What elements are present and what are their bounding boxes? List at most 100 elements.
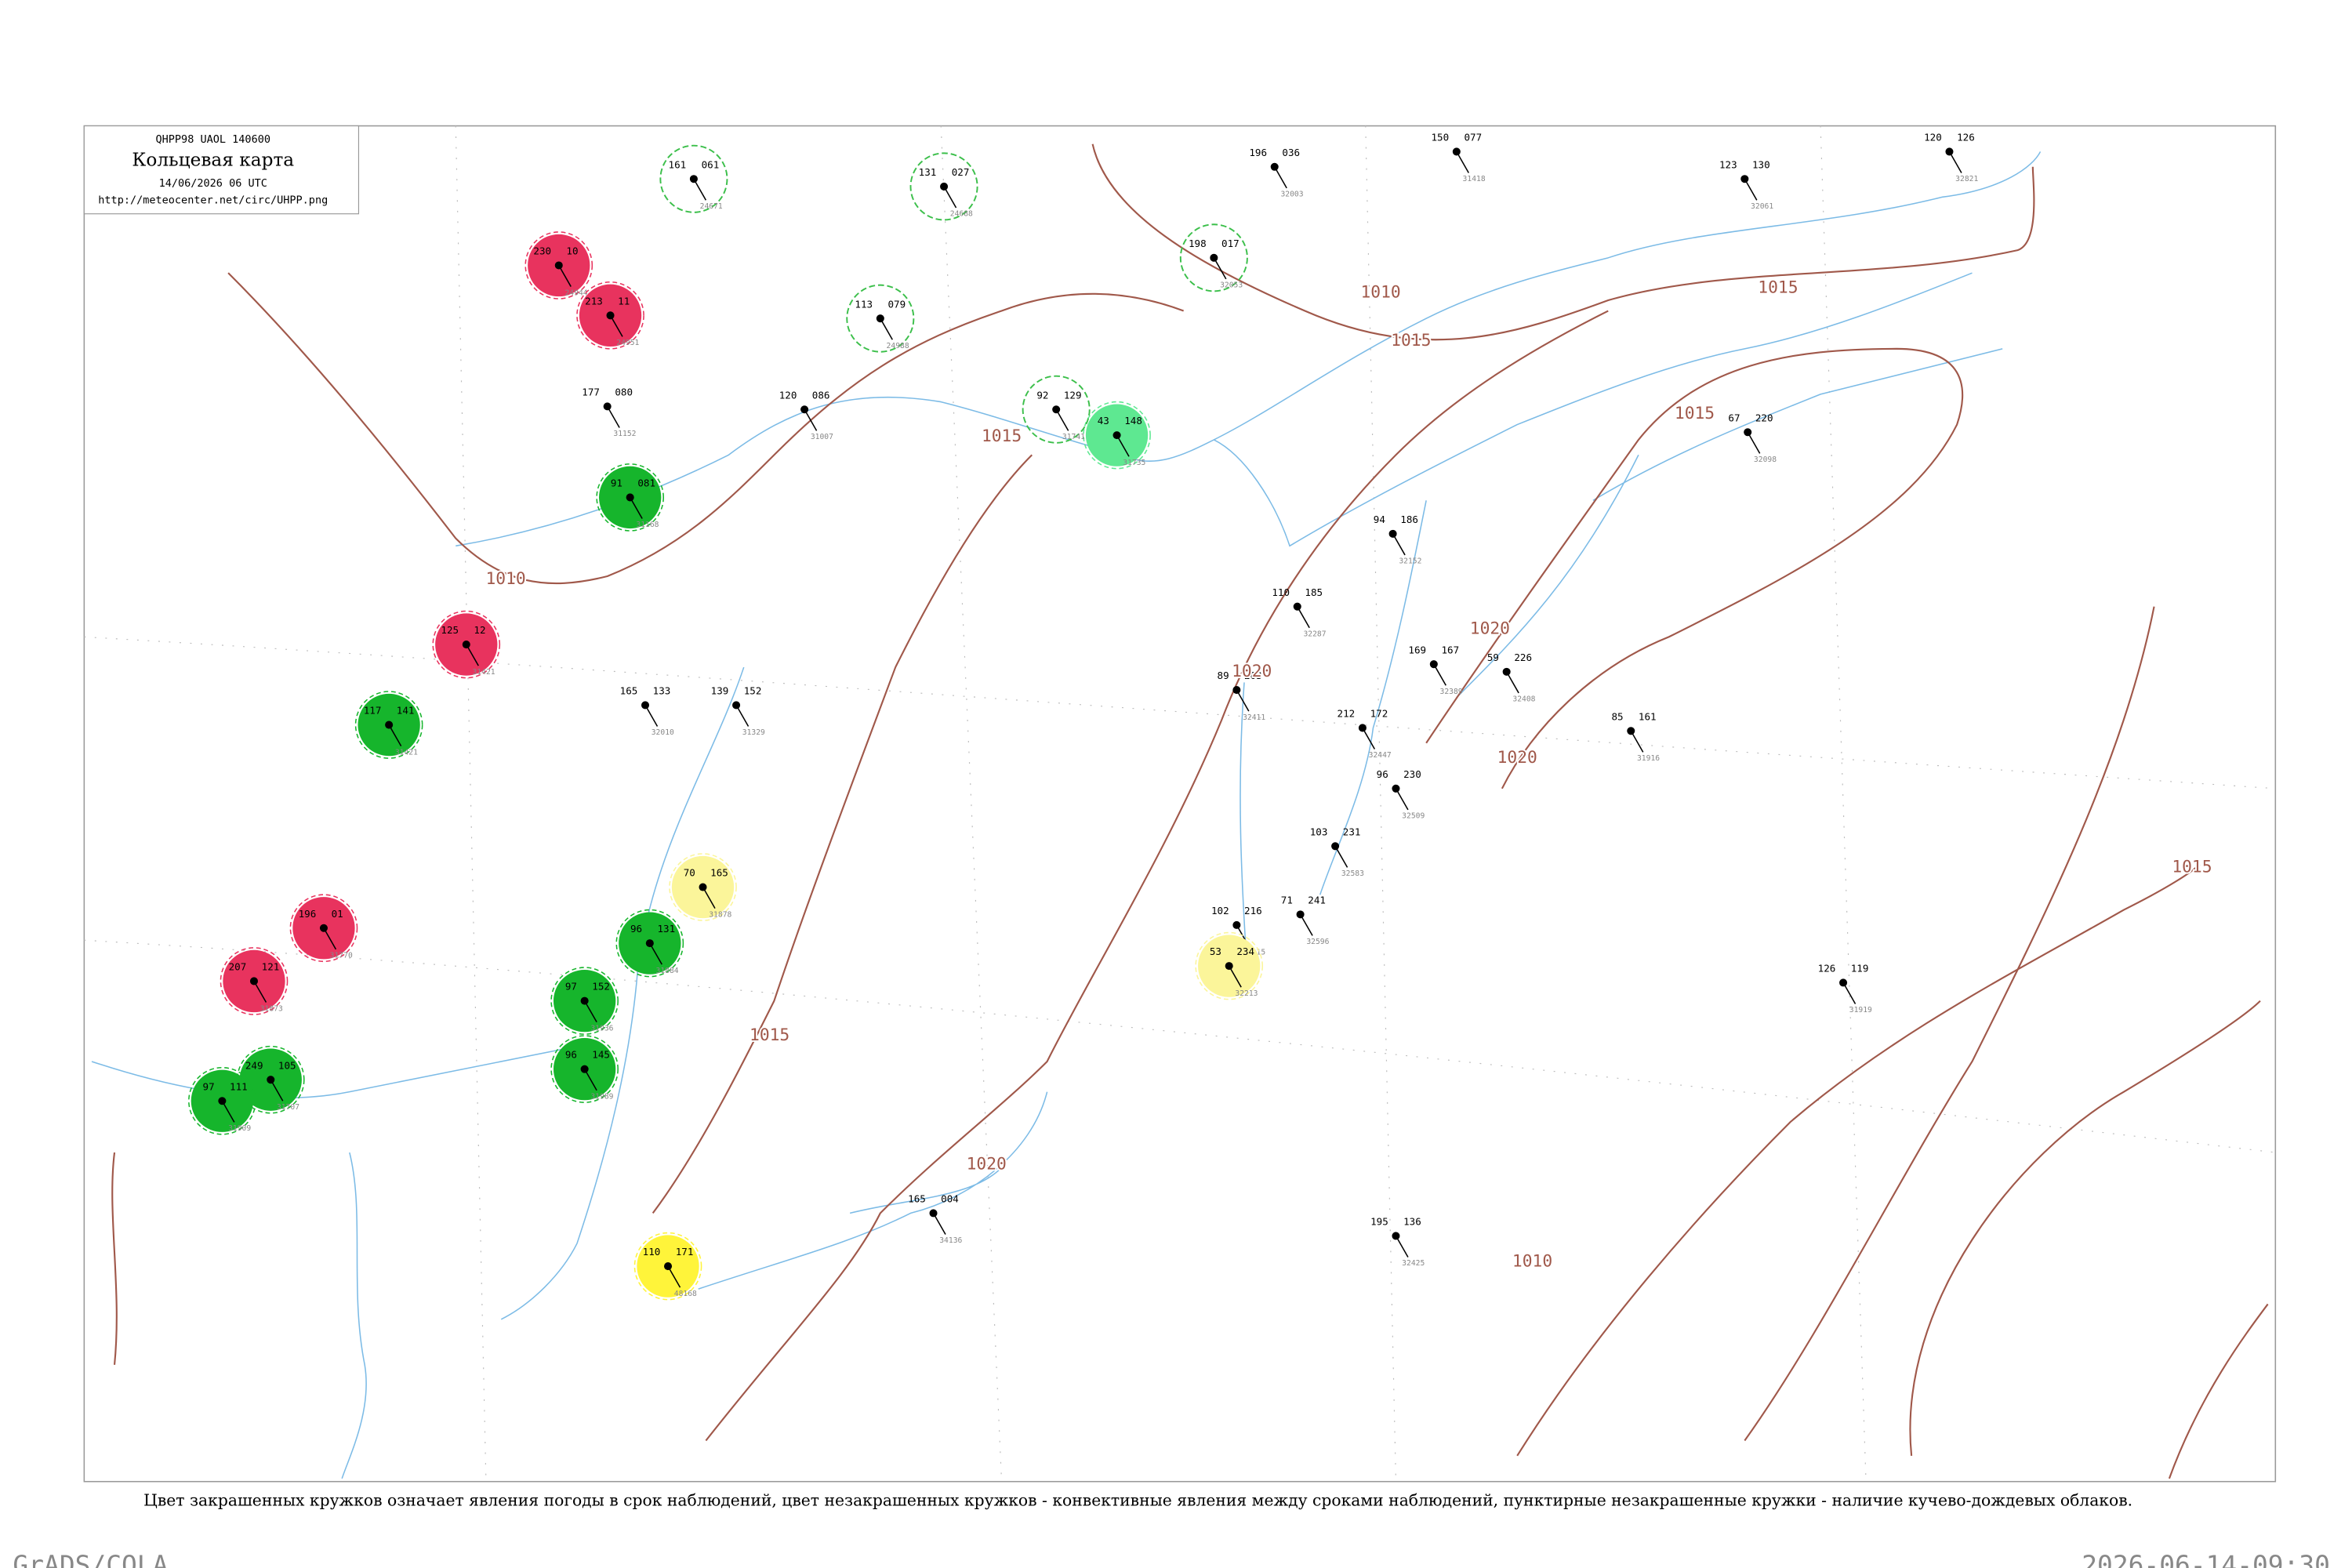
station-pressure: 185 — [1305, 586, 1323, 598]
station-temp: 92 — [1036, 389, 1048, 401]
station: 97 111 31909 — [188, 1066, 256, 1135]
station: 120 126 32821 — [1924, 132, 1978, 184]
weather-circle-ring — [550, 967, 619, 1035]
weather-circle-ring — [576, 281, 644, 350]
station: 96 145 31989 — [550, 1035, 619, 1103]
station-temp: 165 — [908, 1192, 926, 1204]
isobar-labels: 1010101010101015101510151015101510201020… — [485, 277, 2214, 1273]
station-temp: 126 — [1818, 962, 1836, 974]
station: 125 12 31421 — [432, 610, 501, 679]
station: 198 017 32053 — [1179, 223, 1248, 292]
wind-barb — [221, 1100, 235, 1123]
weather-circle-ring — [615, 909, 684, 978]
station-pressure: 234 — [1236, 946, 1254, 957]
stations: 113 079 24988 120 086 31007 177 080 31152 150 077 3… — [188, 132, 1978, 1301]
station-temp: 43 — [1098, 415, 1109, 426]
station-pressure: 061 — [702, 158, 720, 170]
wind-barb — [1433, 663, 1446, 686]
wind-barb — [1744, 178, 1758, 201]
weather-circle-ring — [1195, 931, 1264, 1000]
station-temp: 150 — [1431, 132, 1449, 143]
station-pressure: 133 — [653, 685, 671, 697]
isobar-label: 1020 — [967, 1154, 1007, 1174]
station-pressure: 152 — [592, 981, 610, 993]
station-temp: 196 — [299, 908, 317, 920]
station-id: 24988 — [887, 342, 909, 350]
station-id: 31878 — [709, 910, 731, 919]
station-pressure: 136 — [1403, 1215, 1421, 1227]
isobar-label: 1015 — [2172, 857, 2212, 877]
station-temp: 230 — [533, 245, 551, 257]
station-temp: 161 — [669, 158, 687, 170]
wind-barb — [880, 318, 893, 340]
station-dot — [218, 1097, 227, 1105]
station-temp: 207 — [229, 961, 247, 973]
station-pressure: 230 — [1403, 768, 1421, 780]
wind-barb — [1213, 257, 1227, 280]
station: 207 121 31873 — [220, 947, 289, 1015]
wind-barb — [1055, 408, 1069, 431]
station-pressure: 079 — [887, 298, 906, 310]
station-id: 32152 — [1399, 557, 1421, 566]
station: 71 241 32596 — [1281, 894, 1330, 946]
wind-barb — [667, 1265, 681, 1288]
station-id: 32411 — [1243, 713, 1265, 722]
isobar-label: 1015 — [750, 1025, 789, 1045]
header-url: http://meteocenter.net/circ/UHPP.png — [98, 194, 328, 206]
station-pressure: 129 — [1064, 389, 1082, 401]
wind-barb — [606, 405, 620, 428]
station-id: 31919 — [1849, 1006, 1872, 1014]
timestamp: 2026-06-14-09:30 — [2082, 1550, 2330, 1568]
station-id: 34136 — [939, 1236, 962, 1245]
wind-barb — [649, 942, 662, 965]
station-pressure: 172 — [1370, 708, 1388, 720]
station-id: 32583 — [1341, 869, 1364, 878]
station-temp: 113 — [855, 298, 873, 310]
station-pressure: 081 — [637, 477, 655, 489]
wind-barb — [943, 186, 957, 209]
station-temp: 198 — [1189, 238, 1207, 249]
station: 249 105 31707 — [236, 1045, 305, 1114]
station: 59 226 32408 — [1487, 652, 1536, 704]
station: 165 004 34136 — [908, 1192, 962, 1245]
station-temp: 97 — [203, 1080, 215, 1092]
station-temp: 94 — [1374, 514, 1385, 525]
wind-barb — [804, 408, 818, 431]
weather-circle-ring — [354, 691, 423, 759]
station: 67 220 32098 — [1728, 412, 1777, 464]
station-temp: 71 — [1281, 894, 1293, 906]
station: 126 119 31919 — [1818, 962, 1872, 1014]
station-temp: 120 — [1924, 132, 1942, 143]
station-temp: 139 — [711, 685, 729, 697]
weather-circle-ring — [596, 463, 665, 532]
station-dot — [606, 311, 615, 320]
isobar-label: 1020 — [1470, 619, 1510, 639]
weather-circle-ring — [633, 1232, 702, 1301]
wind-barb — [466, 644, 479, 666]
station-temp: 97 — [565, 981, 577, 993]
header-time: 14/06/2026 06 UTC — [159, 177, 267, 190]
station: 177 080 31152 — [582, 386, 636, 438]
station-temp: 91 — [611, 477, 622, 489]
station-pressure: 017 — [1221, 238, 1240, 249]
isobar-label: 1015 — [1758, 278, 1798, 298]
station-pressure: 121 — [262, 961, 280, 973]
station-id: 32053 — [1220, 281, 1243, 290]
wind-barb — [1116, 434, 1130, 457]
station-id: 31329 — [742, 728, 765, 737]
header-code: QHPP98 UAOL 140600 — [156, 133, 270, 146]
station-id: 32213 — [1235, 989, 1258, 998]
station-id: 32596 — [1306, 938, 1329, 946]
station-dot — [689, 175, 698, 183]
station-pressure: 216 — [1244, 905, 1262, 916]
wind-barb — [609, 314, 623, 337]
isobar-label: 1020 — [1497, 748, 1537, 768]
station-id: 32425 — [1402, 1259, 1425, 1268]
station-dot — [876, 314, 884, 323]
station: 213 11 24951 — [576, 281, 644, 350]
station: 196 01 31770 — [289, 894, 358, 963]
station-id: 31421 — [473, 668, 495, 677]
station-pressure: 11 — [618, 295, 630, 307]
station-pressure: 141 — [397, 705, 415, 717]
